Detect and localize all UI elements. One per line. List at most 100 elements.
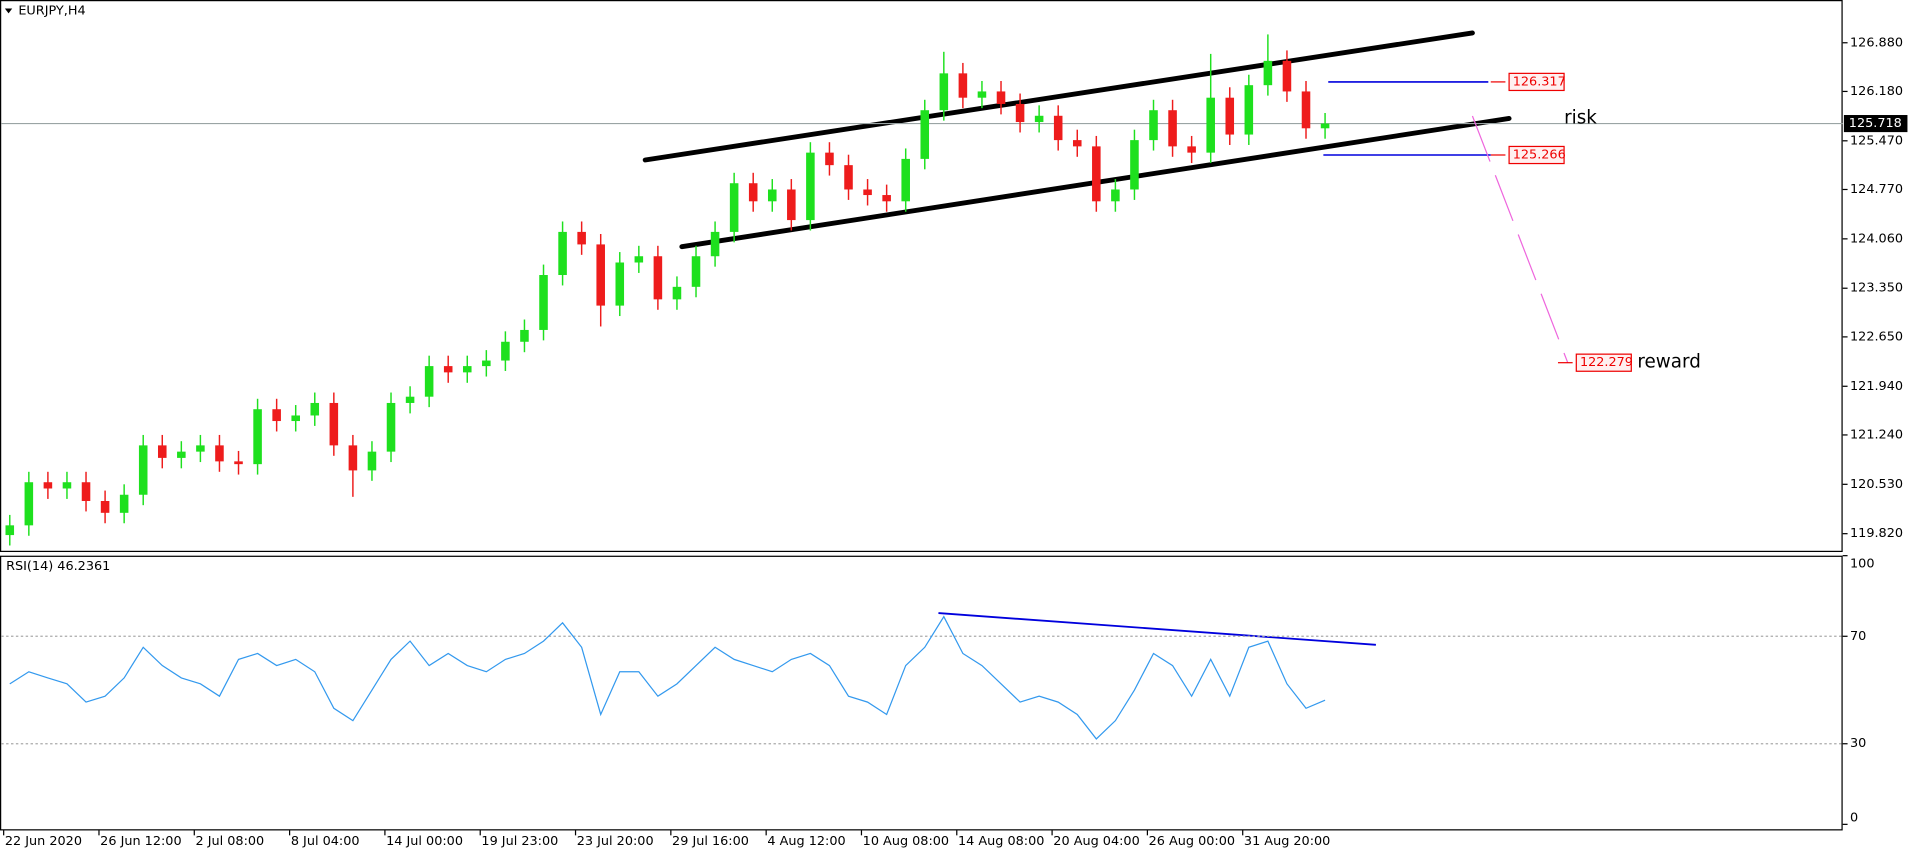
candle-body [1263, 60, 1273, 86]
y-tick-label: 119.820 [1850, 526, 1903, 541]
candle-body [215, 445, 224, 462]
price-panel [0, 0, 1843, 553]
current-price-label: 125.718 [1849, 116, 1902, 131]
candle-body [367, 451, 377, 471]
candle-body [424, 366, 434, 397]
candle-body [672, 286, 682, 300]
candle-body [1034, 115, 1044, 123]
candle-body [443, 366, 453, 373]
y-tick-label: 124.060 [1850, 231, 1903, 246]
candle-body [1206, 97, 1215, 153]
candle-body [62, 482, 72, 489]
level-box [1575, 353, 1632, 372]
candle-body [119, 494, 129, 513]
candle-body [596, 244, 605, 306]
x-tick-label: 10 Aug 08:00 [863, 834, 949, 849]
x-tick-label: 2 Jul 08:00 [196, 834, 265, 849]
level-box [1508, 145, 1565, 165]
candle-body [1187, 146, 1196, 153]
candle-body [901, 158, 910, 202]
candle-body [157, 445, 167, 458]
candle-body [882, 195, 891, 202]
candle-body [100, 501, 110, 513]
current-price-box [1843, 115, 1908, 133]
candle-body [787, 189, 796, 221]
candle-body [1111, 189, 1120, 202]
candle-body [310, 402, 320, 416]
candle-body [939, 73, 949, 111]
candle-body [348, 445, 358, 471]
x-tick-label: 20 Aug 04:00 [1053, 834, 1139, 849]
candle-body [43, 482, 53, 489]
y-tick-label: 121.240 [1850, 427, 1903, 442]
candle-body [24, 482, 34, 526]
x-tick-label: 23 Jul 20:00 [577, 834, 654, 849]
y-tick-label: 122.650 [1850, 329, 1903, 344]
y-tick-label: 121.940 [1850, 379, 1903, 394]
y-tick-label: 125.470 [1850, 133, 1903, 148]
candle-body [253, 409, 262, 465]
rsi-y-tick-label: 0 [1850, 811, 1858, 826]
x-tick-label: 26 Aug 00:00 [1149, 834, 1235, 849]
target-line [1471, 115, 1569, 363]
rsi-y-tick-label: 30 [1850, 736, 1866, 751]
candle-body [81, 482, 91, 502]
y-tick-label: 126.180 [1850, 84, 1903, 99]
candle-body [1320, 123, 1330, 129]
candle-body [272, 409, 281, 422]
candle-body [291, 415, 300, 422]
candle-body [234, 461, 243, 465]
candle-body [329, 402, 339, 446]
rsi-panel [0, 555, 1843, 831]
x-tick-label: 22 Jun 2020 [5, 834, 82, 849]
y-tick-label: 120.530 [1850, 477, 1903, 492]
reward-label: reward [1637, 352, 1700, 373]
candle-body [748, 183, 758, 202]
rsi-line [9, 615, 1326, 740]
candle-body [1053, 115, 1063, 141]
candle-body [196, 445, 205, 452]
candle-body [1225, 97, 1235, 135]
x-tick-label: 26 Jun 12:00 [100, 834, 181, 849]
x-tick-label: 14 Aug 08:00 [958, 834, 1044, 849]
candle-body [520, 329, 529, 342]
candle-body [615, 262, 625, 306]
candle-body [1092, 146, 1101, 202]
level-label: 125.266 [1513, 147, 1566, 162]
candle-body [863, 189, 872, 196]
candle-body [767, 189, 777, 202]
candle-body [386, 402, 396, 452]
candle-body [920, 110, 930, 159]
candle-body [1072, 140, 1082, 147]
candle-body [1130, 140, 1139, 190]
risk-label: risk [1564, 107, 1597, 128]
candle-body [691, 256, 701, 287]
candle-body [1149, 110, 1158, 141]
candle-body [844, 165, 853, 190]
candle-body [1244, 85, 1254, 135]
candle-body [558, 231, 567, 276]
candle-body [1282, 60, 1292, 92]
x-tick-label: 31 Aug 20:00 [1244, 834, 1330, 849]
x-tick-label: 19 Jul 23:00 [481, 834, 558, 849]
y-tick-label: 123.350 [1850, 281, 1903, 296]
candle-body [1015, 103, 1025, 123]
rsi-trendline [938, 612, 1376, 646]
candle-body [5, 525, 15, 536]
x-tick-label: 29 Jul 16:00 [672, 834, 749, 849]
candle-body [729, 183, 739, 232]
candle-body [177, 451, 186, 458]
candle-body [501, 341, 510, 361]
candle-body [539, 275, 548, 330]
level-label: 122.279 [1580, 355, 1633, 370]
channel-upper [642, 30, 1475, 163]
candle-body [806, 152, 815, 221]
candle-body [634, 256, 644, 263]
candle-body [825, 152, 834, 166]
candle-body [1168, 110, 1177, 147]
candle-body [996, 91, 1006, 104]
candle-body [482, 360, 491, 367]
candle-body [405, 396, 415, 403]
